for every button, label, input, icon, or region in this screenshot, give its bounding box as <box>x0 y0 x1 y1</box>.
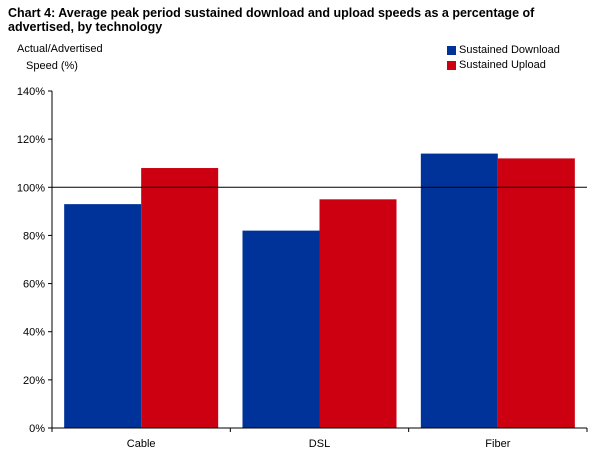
x-tick-label-fiber: Fiber <box>485 438 510 450</box>
bar-cable-upload <box>141 168 219 428</box>
y-tick-label-140: 140% <box>17 86 45 98</box>
legend-swatch-upload <box>447 60 456 70</box>
chart-title: Chart 4: Average peak period sustained d… <box>8 6 535 34</box>
y-tick-label-40: 40% <box>23 327 45 339</box>
legend-label-upload: Sustained Upload <box>459 59 546 71</box>
legend-label-download: Sustained Download <box>459 44 560 56</box>
bar-cable-download <box>64 204 142 428</box>
y-tick-label-60: 60% <box>23 279 45 291</box>
y-tick-label-20: 20% <box>23 375 45 387</box>
y-tick-label-80: 80% <box>23 230 45 242</box>
bar-dsl-download <box>242 230 320 428</box>
bar-fiber-upload <box>497 158 575 428</box>
legend-item-upload: Sustained Upload <box>447 59 546 71</box>
y-axis-label-line-1: Actual/Advertised <box>17 43 103 55</box>
x-tick-label-cable: Cable <box>127 438 156 450</box>
y-axis-label-line-2: Speed (%) <box>26 60 78 72</box>
y-tick-label-0: 0% <box>29 423 45 435</box>
y-tick-label-100: 100% <box>17 182 45 194</box>
bar-fiber-download <box>420 153 498 429</box>
legend-swatch-download <box>447 45 456 55</box>
legend-item-download: Sustained Download <box>447 44 560 56</box>
y-tick-label-120: 120% <box>17 134 45 146</box>
bar-dsl-upload <box>319 199 397 428</box>
x-tick-label-dsl: DSL <box>309 438 330 450</box>
